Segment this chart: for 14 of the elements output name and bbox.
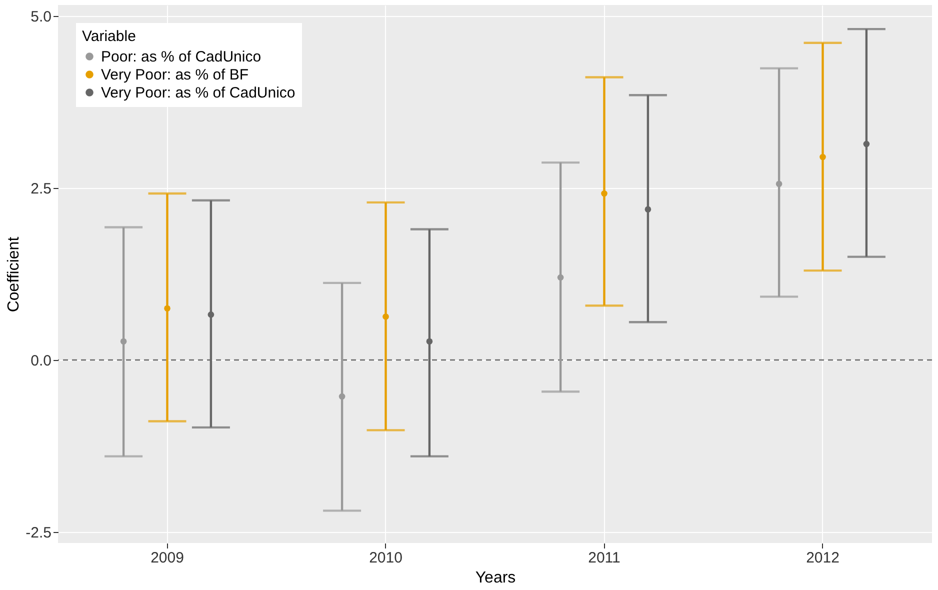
y-axis-title: Coefficient bbox=[6, 236, 23, 312]
y-tick-label: 5.0 bbox=[30, 8, 52, 26]
legend-label: Very Poor: as % of CadUnico bbox=[101, 84, 296, 102]
x-tick-label: 2010 bbox=[369, 550, 402, 566]
y-tick-label: 0.0 bbox=[30, 352, 52, 370]
x-tick-label: 2009 bbox=[150, 550, 184, 566]
y-tick-label: 2.5 bbox=[30, 180, 52, 198]
x-tick-label: 2011 bbox=[588, 550, 620, 566]
legend-label: Very Poor: as % of BF bbox=[101, 66, 249, 84]
legend-title: Variable bbox=[82, 28, 136, 45]
legend-label: Poor: as % of CadUnico bbox=[101, 48, 262, 66]
y-tick-label: -2.5 bbox=[26, 524, 52, 542]
x-tick-label: 2012 bbox=[806, 550, 840, 566]
x-axis-title: Years bbox=[475, 570, 516, 586]
